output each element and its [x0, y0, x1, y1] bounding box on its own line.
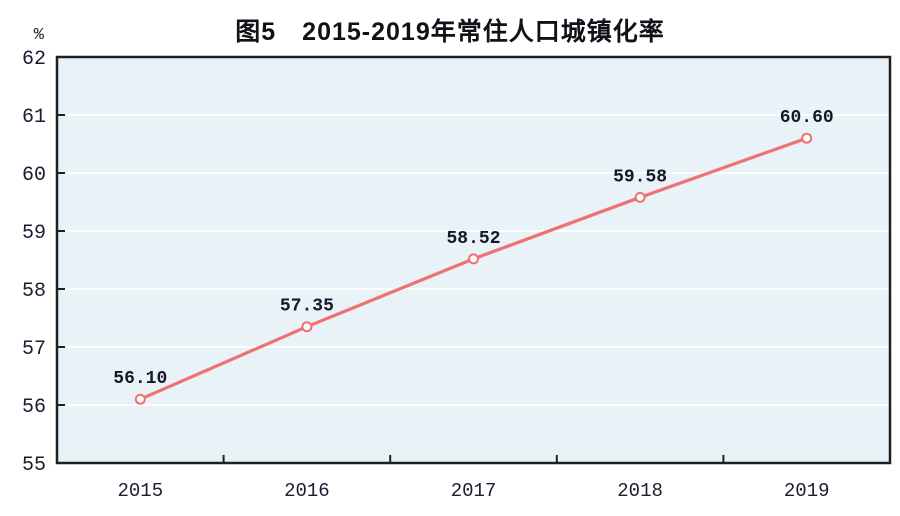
y-axis-tick-label: 56 — [22, 396, 46, 419]
x-axis-tick-label: 2016 — [284, 480, 330, 502]
chart-title: 图5 2015-2019年常住人口城镇化率 — [235, 18, 665, 46]
data-point-marker — [134, 393, 146, 405]
y-axis-tick-label: 62 — [22, 48, 46, 71]
data-point-label: 59.58 — [613, 167, 667, 187]
data-point-marker — [801, 132, 813, 144]
data-point-marker — [634, 191, 646, 203]
data-point-marker — [301, 321, 313, 333]
data-point-label: 60.60 — [780, 108, 834, 128]
y-axis-tick-label: 55 — [22, 454, 46, 477]
data-point-label: 57.35 — [280, 297, 334, 317]
y-axis-unit-label: % — [33, 26, 44, 45]
y-axis-tick-label: 58 — [22, 280, 46, 303]
x-axis-tick-label: 2019 — [784, 480, 830, 502]
data-point-marker — [468, 253, 479, 265]
y-axis-tick-label: 57 — [22, 338, 46, 361]
plot-frame — [55, 55, 892, 465]
x-axis-tick-label: 2018 — [617, 480, 663, 502]
y-axis-tick-label: 60 — [22, 164, 46, 187]
data-point-label: 56.10 — [113, 369, 167, 389]
x-axis-tick-label: 2017 — [451, 480, 497, 502]
y-axis-tick-label: 61 — [22, 106, 46, 129]
y-axis-tick-label: 59 — [22, 222, 46, 245]
data-point-label: 58.52 — [446, 229, 500, 249]
x-axis-tick-label: 2015 — [117, 480, 163, 502]
